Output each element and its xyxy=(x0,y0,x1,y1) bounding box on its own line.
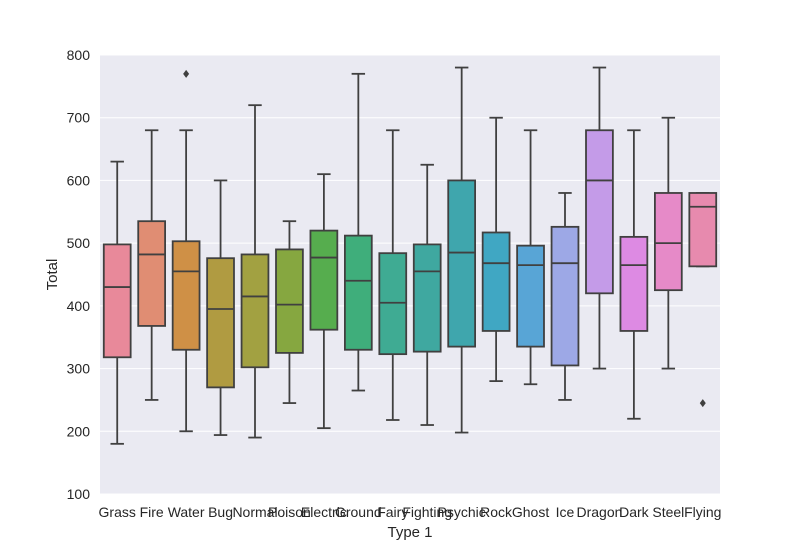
box-iqr xyxy=(378,252,408,356)
y-axis-label: Total xyxy=(44,259,61,291)
box-iqr xyxy=(412,243,442,353)
box-iqr xyxy=(550,225,580,367)
plot-background xyxy=(100,55,720,494)
y-tick-label: 800 xyxy=(67,47,91,63)
box-iqr xyxy=(447,179,477,348)
box-ice xyxy=(550,192,580,401)
box-bug xyxy=(206,179,235,436)
box-water xyxy=(171,69,201,433)
box-iqr xyxy=(516,244,545,348)
x-tick-label: Water xyxy=(168,504,205,520)
box-psychic xyxy=(447,66,477,434)
y-tick-label: 600 xyxy=(67,172,91,188)
x-tick-label: Ghost xyxy=(512,504,549,520)
outlier-point xyxy=(699,399,706,408)
y-tick-label: 200 xyxy=(67,423,91,439)
box-fire xyxy=(137,129,167,401)
x-tick-label: Electric xyxy=(301,504,347,520)
y-tick-label: 300 xyxy=(67,361,91,377)
x-tick-label: Dragon xyxy=(576,504,622,520)
box-dragon xyxy=(585,66,614,370)
y-tick-label: 500 xyxy=(67,235,91,251)
y-tick-label: 700 xyxy=(67,110,91,126)
box-iqr xyxy=(275,248,304,354)
gridlines xyxy=(100,54,720,495)
x-tick-label: Grass xyxy=(99,504,136,520)
boxes xyxy=(102,66,718,445)
box-iqr xyxy=(137,220,167,327)
box-iqr xyxy=(102,243,132,359)
box-iqr xyxy=(309,229,339,331)
box-dark xyxy=(619,129,649,420)
x-tick-label: Normal xyxy=(232,504,277,520)
x-tick-label: Dark xyxy=(619,504,650,520)
box-ground xyxy=(343,72,373,392)
x-axis-label: Type 1 xyxy=(387,524,432,541)
x-tick-label: Rock xyxy=(480,504,513,520)
box-normal xyxy=(240,104,270,439)
x-tick-label: Bug xyxy=(208,504,233,520)
box-iqr xyxy=(240,253,270,369)
box-flying xyxy=(688,192,718,408)
x-tick-label: Psychic xyxy=(438,504,486,520)
box-steel xyxy=(654,116,683,370)
x-tick-label: Poison xyxy=(268,504,311,520)
outlier-point xyxy=(183,69,190,78)
box-rock xyxy=(481,116,511,383)
x-tick-label: Ice xyxy=(556,504,575,520)
box-electric xyxy=(309,173,339,430)
x-tick-label: Fighting xyxy=(402,504,452,520)
box-iqr xyxy=(585,129,614,295)
box-iqr xyxy=(171,240,201,351)
box-iqr xyxy=(654,192,683,292)
box-iqr xyxy=(619,235,649,332)
box-iqr xyxy=(688,192,718,268)
y-tick-labels: 100 200 300 400 500 600 700 800 xyxy=(67,47,91,502)
box-iqr xyxy=(206,257,235,389)
x-tick-label: Flying xyxy=(684,504,721,520)
x-tick-labels: Grass Fire Water Bug NormalPoisonElectricGro… xyxy=(99,504,722,520)
y-tick-label: 100 xyxy=(67,486,91,502)
box-fighting xyxy=(412,163,442,426)
box-ghost xyxy=(516,129,545,386)
box-iqr xyxy=(343,234,373,351)
x-tick-label: Ground xyxy=(335,504,382,520)
box-grass xyxy=(102,160,132,445)
x-tick-label: Fairy xyxy=(377,504,408,520)
x-tick-label: Fire xyxy=(140,504,164,520)
box-fairy xyxy=(378,129,408,421)
x-tick-label: Steel xyxy=(652,504,684,520)
y-tick-label: 400 xyxy=(67,298,91,314)
box-iqr xyxy=(481,231,511,332)
box-poison xyxy=(275,220,304,404)
